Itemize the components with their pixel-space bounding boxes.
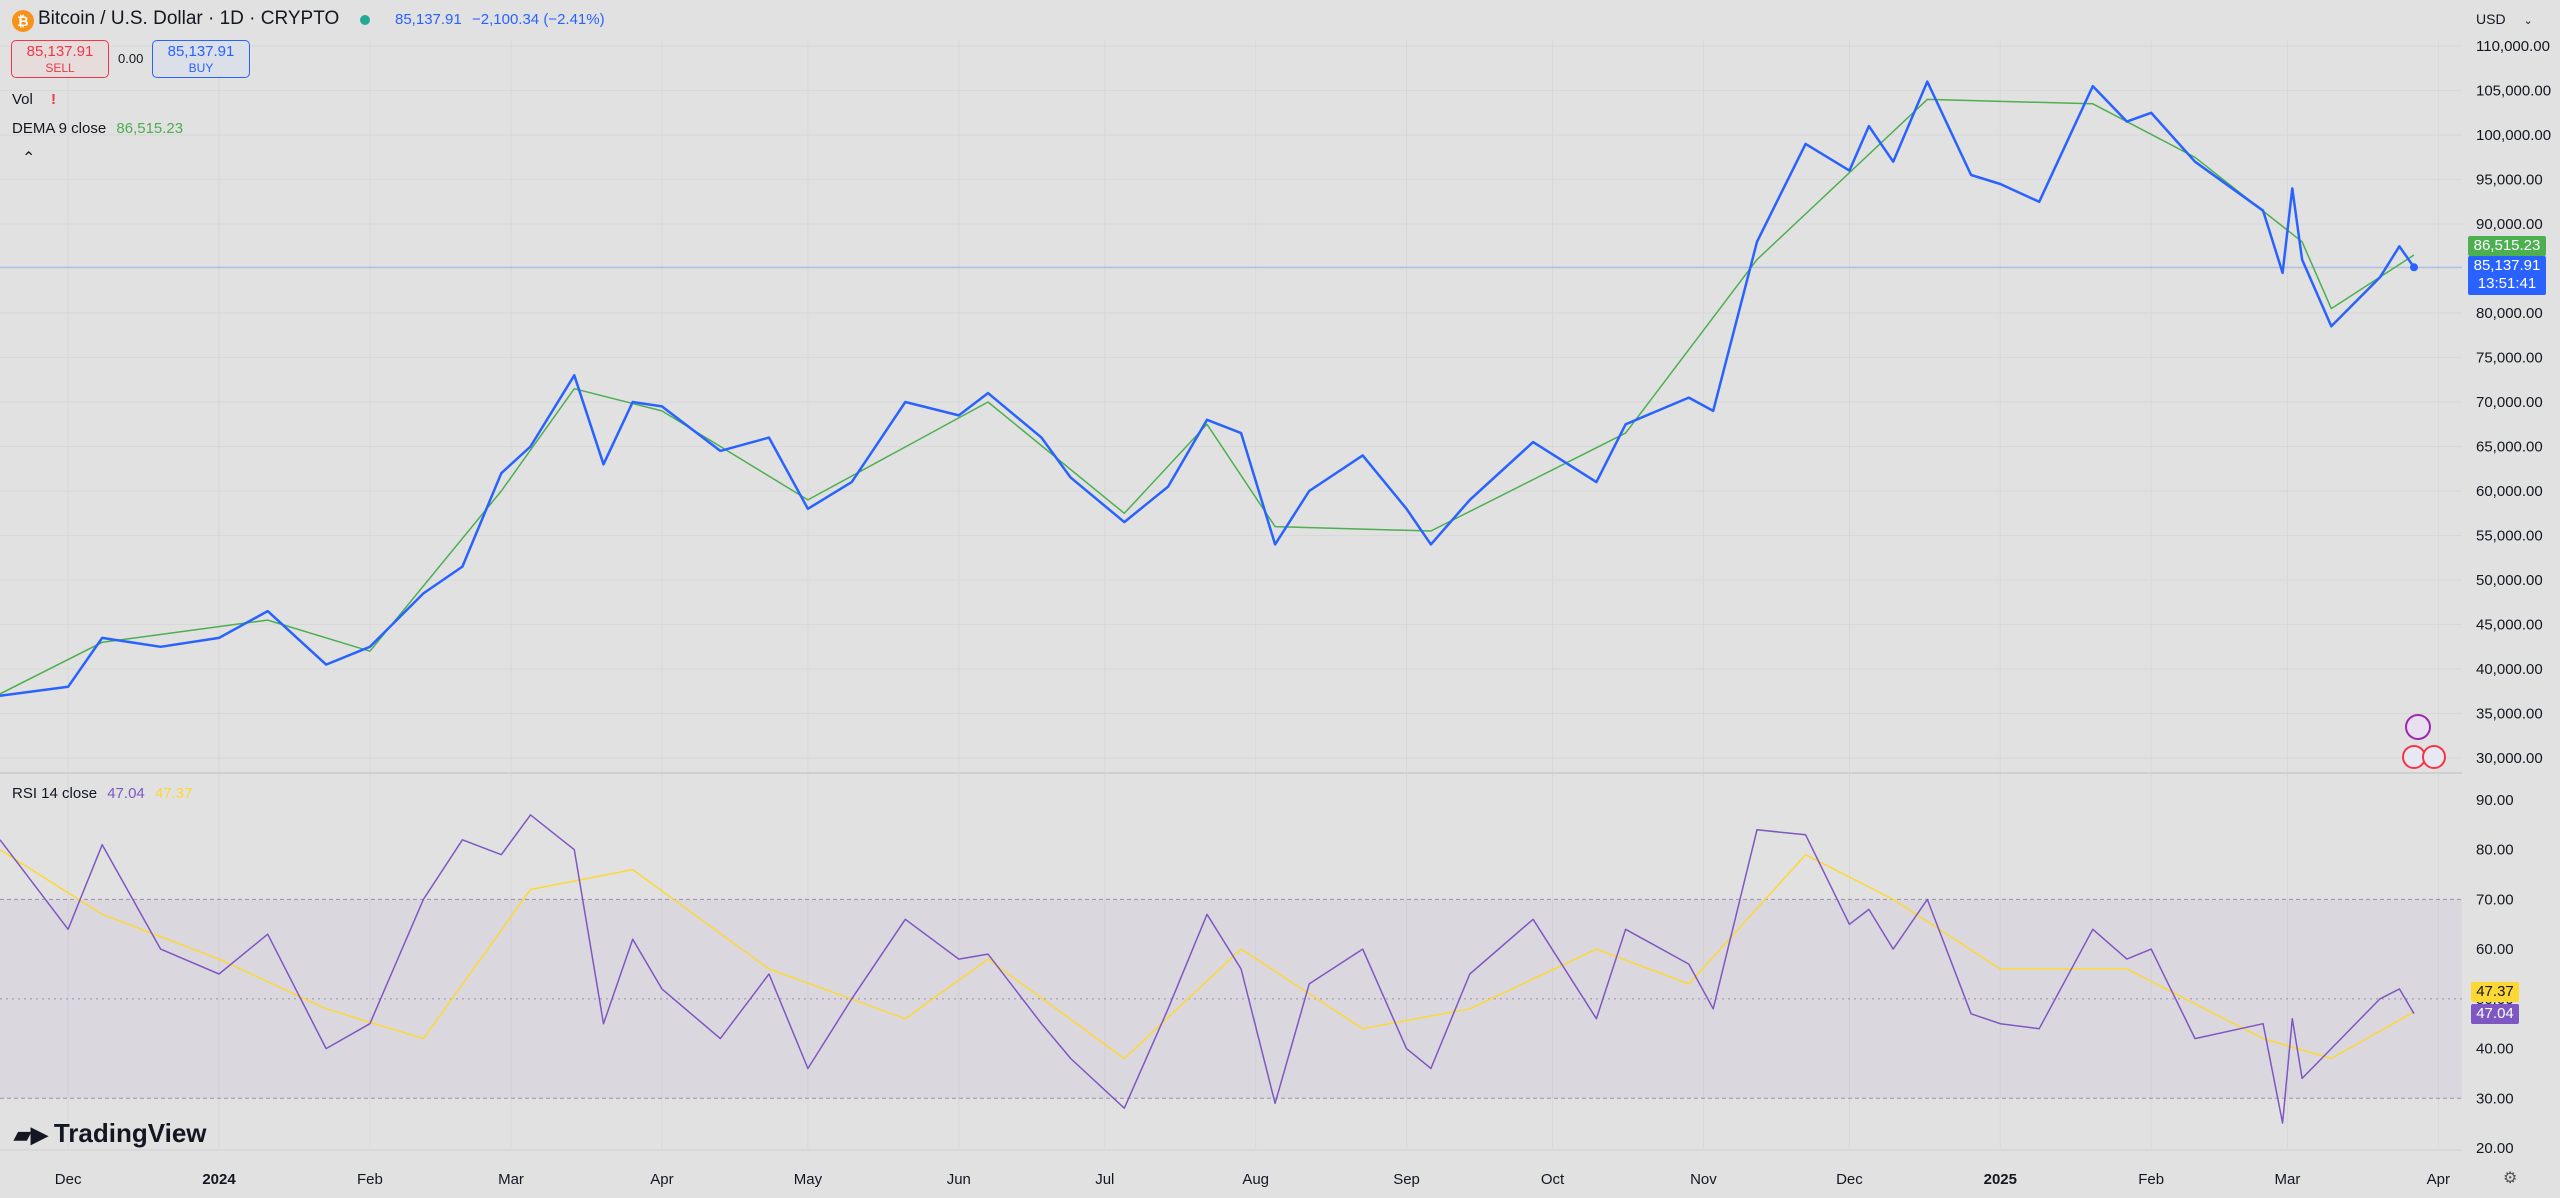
price-tick-label: 110,000.00 xyxy=(2476,38,2550,55)
rsi-legend[interactable]: RSI 14 close 47.04 47.37 xyxy=(12,785,192,802)
rsi-tick-label: 60.00 xyxy=(2476,941,2514,958)
price-tick-label: 100,000.00 xyxy=(2476,127,2551,144)
market-status-icon[interactable] xyxy=(360,15,370,25)
buy-label: BUY xyxy=(188,61,214,75)
flash-event-icon[interactable] xyxy=(2405,714,2431,740)
price-grid xyxy=(0,40,2462,1148)
event-icons[interactable] xyxy=(2402,714,2446,769)
price-tick-label: 105,000.00 xyxy=(2476,83,2551,100)
rsi-grid xyxy=(0,898,2462,1099)
y-axis-layer[interactable]: 110,000.00 105,000.00 100,000.00 95,000.00 9… xyxy=(2476,38,2551,1157)
time-tick-label: May xyxy=(794,1171,823,1188)
spread-value: 0.00 xyxy=(118,51,144,66)
time-tick-label: Sep xyxy=(1393,1171,1420,1188)
price-tick-label: 35,000.00 xyxy=(2476,706,2543,723)
last-price-tag-value: 85,137.91 xyxy=(2473,257,2541,274)
time-tick-label: Dec xyxy=(55,1171,82,1188)
dema-price-tag: 86,515.23 xyxy=(2468,236,2546,256)
currency-label: USD xyxy=(2476,11,2506,27)
time-tick-label: Jun xyxy=(947,1171,971,1188)
price-change: −2,100.34 (−2.41%) xyxy=(472,11,605,28)
rsi-tick-label: 40.00 xyxy=(2476,1041,2514,1058)
rsi-tick-label: 30.00 xyxy=(2476,1090,2514,1107)
time-tick-label: 2025 xyxy=(1984,1171,2017,1188)
bitcoin-icon: ₿ xyxy=(12,10,34,32)
rsi-line xyxy=(0,814,2415,1124)
bar-countdown: 13:51:41 xyxy=(2477,275,2537,292)
price-tick-label: 55,000.00 xyxy=(2476,528,2543,545)
time-tick-label: Jul xyxy=(1095,1171,1114,1188)
tradingview-logo-icon: ▰▶ xyxy=(14,1122,48,1147)
rsi-tick-label: 90.00 xyxy=(2476,792,2514,809)
settings-gear-icon[interactable]: ⚙ xyxy=(2503,1170,2518,1187)
rsi-tick-label: 70.00 xyxy=(2476,891,2514,908)
x-axis-layer[interactable]: Dec 2024 Feb Mar Apr May Jun Jul Aug Sep Oct Nov Dec… xyxy=(55,1171,2450,1188)
last-price: 85,137.91 xyxy=(395,11,462,28)
sell-price: 85,137.91 xyxy=(26,43,94,60)
rsi-value: 47.04 xyxy=(107,785,145,802)
rsi-price-tag: 47.04 xyxy=(2471,1004,2519,1024)
us-flag-event-icon[interactable] xyxy=(2422,745,2446,769)
time-tick-label: Feb xyxy=(2138,1171,2164,1188)
last-price-dot xyxy=(2410,263,2418,272)
buy-button[interactable]: 85,137.91 BUY xyxy=(152,40,250,78)
tradingview-logo[interactable]: ▰▶ TradingView xyxy=(14,1118,207,1149)
rsi-ma-price-tag: 47.37 xyxy=(2471,982,2519,1002)
rsi-tick-label: 20.00 xyxy=(2476,1140,2514,1157)
price-tick-label: 80,000.00 xyxy=(2476,305,2543,322)
last-price-tag: 85,137.91 13:51:41 xyxy=(2468,256,2546,295)
symbol-title[interactable]: Bitcoin / U.S. Dollar · 1D · CRYPTO xyxy=(38,8,340,29)
price-tick-label: 75,000.00 xyxy=(2476,350,2543,367)
dema-line xyxy=(0,98,2415,695)
sell-label: SELL xyxy=(45,61,75,75)
price-tick-label: 45,000.00 xyxy=(2476,617,2543,634)
dema-legend[interactable]: DEMA 9 close 86,515.23 xyxy=(12,120,183,137)
time-tick-label: Nov xyxy=(1690,1171,1717,1188)
price-tick-label: 30,000.00 xyxy=(2476,750,2543,767)
buy-price: 85,137.91 xyxy=(167,43,235,60)
time-tick-label: Apr xyxy=(650,1171,673,1188)
time-tick-label: Mar xyxy=(2275,1171,2301,1188)
currency-selector[interactable]: USD ⌄ xyxy=(2476,11,2533,27)
chevron-down-icon: ⌄ xyxy=(2523,15,2533,27)
price-tick-label: 60,000.00 xyxy=(2476,483,2543,500)
time-tick-label: 2024 xyxy=(202,1171,236,1188)
price-tick-label: 95,000.00 xyxy=(2476,172,2543,189)
dema-label: DEMA 9 close xyxy=(12,120,107,137)
price-tick-label: 50,000.00 xyxy=(2476,572,2543,589)
time-tick-label: Aug xyxy=(1242,1171,1269,1188)
sell-button[interactable]: 85,137.91 SELL xyxy=(11,40,109,78)
price-tick-label: 90,000.00 xyxy=(2476,216,2543,233)
price-tick-label: 70,000.00 xyxy=(2476,394,2543,411)
tradingview-logo-text: TradingView xyxy=(53,1118,207,1148)
vol-label: Vol xyxy=(12,91,33,108)
time-tick-label: Mar xyxy=(498,1171,524,1188)
price-tick-label: 40,000.00 xyxy=(2476,661,2543,678)
time-tick-label: Dec xyxy=(1836,1171,1863,1188)
series-layer xyxy=(0,80,2418,1124)
rsi-ma-line xyxy=(0,849,2415,1060)
vol-legend[interactable]: Vol ! xyxy=(12,91,56,108)
warning-icon[interactable]: ! xyxy=(51,91,57,108)
time-tick-label: Feb xyxy=(357,1171,383,1188)
us-flag-event-icon[interactable] xyxy=(2402,745,2426,769)
dema-value: 86,515.23 xyxy=(116,120,184,137)
time-tick-label: Apr xyxy=(2427,1171,2450,1188)
rsi-label: RSI 14 close xyxy=(12,785,98,802)
rsi-ma-value: 47.37 xyxy=(154,785,193,802)
rsi-tick-label: 80.00 xyxy=(2476,842,2514,859)
time-tick-label: Oct xyxy=(1541,1171,1565,1188)
price-tick-label: 65,000.00 xyxy=(2476,439,2543,456)
collapse-chevron-icon[interactable]: ⌃ xyxy=(22,150,36,167)
price-line xyxy=(0,80,2416,697)
